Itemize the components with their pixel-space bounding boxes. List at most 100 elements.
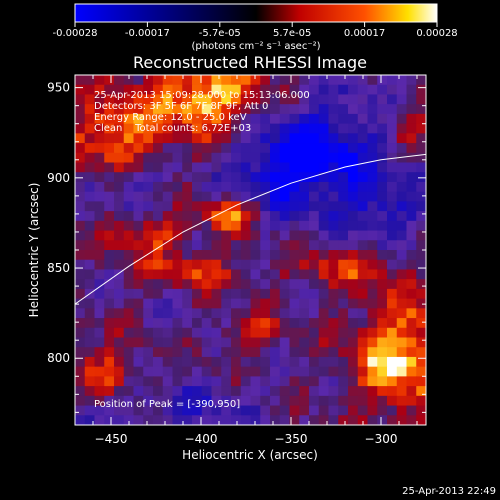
heatmap-cell	[357, 337, 368, 348]
heatmap-cell	[172, 201, 183, 212]
heatmap-cell	[270, 201, 281, 212]
heatmap-cell	[221, 123, 232, 134]
heatmap-cell	[318, 298, 329, 309]
heatmap-cell	[182, 298, 193, 309]
heatmap-cell	[289, 211, 300, 222]
heatmap-cell	[75, 152, 86, 163]
heatmap-cell	[250, 327, 261, 338]
heatmap-cell	[162, 308, 173, 319]
heatmap-cell	[416, 337, 426, 348]
heatmap-cell	[240, 172, 251, 183]
heatmap-cell	[231, 123, 242, 134]
heatmap-cell	[84, 405, 95, 416]
heatmap-cell	[114, 269, 125, 280]
heatmap-cell	[211, 230, 222, 241]
heatmap-cell	[133, 308, 144, 319]
heatmap-cell	[211, 318, 222, 329]
heatmap-cell	[338, 318, 349, 329]
heatmap-cell	[211, 133, 222, 144]
heatmap-cell	[182, 201, 193, 212]
heatmap-cell	[250, 279, 261, 290]
heatmap-cell	[348, 181, 359, 193]
heatmap-cell	[75, 288, 86, 300]
heatmap-cell	[84, 327, 95, 338]
heatmap-cell	[153, 84, 164, 95]
heatmap-cell	[94, 162, 105, 173]
heatmap-cell	[153, 259, 164, 270]
heatmap-cell	[104, 123, 115, 134]
heatmap-cell	[299, 347, 310, 358]
heatmap-cell	[153, 211, 164, 222]
heatmap-cell	[114, 75, 125, 86]
heatmap-cell	[172, 113, 183, 125]
heatmap-cell	[221, 288, 232, 300]
heatmap-cell	[416, 327, 426, 338]
plot-area: −450 −400 −350 −300 800 850 900 950 25-Apr-201…	[47, 74, 427, 446]
heatmap-cell	[172, 337, 183, 348]
heatmap-cell	[309, 181, 320, 193]
heatmap-cell	[299, 240, 310, 251]
heatmap-cell	[75, 279, 86, 290]
heatmap-cell	[231, 395, 242, 406]
heatmap-cell	[211, 94, 222, 105]
heatmap-cell	[114, 113, 125, 125]
heatmap-cell	[377, 269, 388, 280]
heatmap-cell	[396, 337, 407, 348]
heatmap-cell	[250, 356, 261, 368]
heatmap-cell	[416, 250, 426, 261]
heatmap-cell	[75, 211, 86, 222]
heatmap-cell	[162, 152, 173, 163]
heatmap-cell	[318, 250, 329, 261]
heatmap-cell	[153, 395, 164, 406]
heatmap-cell	[377, 211, 388, 222]
heatmap-cell	[153, 143, 164, 154]
heatmap-cell	[348, 259, 359, 270]
heatmap-cell	[250, 181, 261, 193]
x-axis-label: Heliocentric X (arcsec)	[182, 448, 318, 462]
heatmap-cell	[377, 298, 388, 309]
heatmap-cell	[328, 113, 339, 125]
heatmap-cell	[192, 376, 203, 387]
heatmap-cell	[299, 288, 310, 300]
heatmap-cell	[406, 415, 417, 425]
heatmap-cell	[367, 230, 378, 241]
heatmap-cell	[260, 84, 271, 95]
heatmap-cell	[309, 133, 320, 144]
heatmap-cell	[260, 133, 271, 144]
heatmap-cell	[318, 211, 329, 222]
heatmap-cell	[328, 386, 339, 397]
heatmap-cell	[270, 211, 281, 222]
heatmap-cell	[416, 269, 426, 280]
heatmap-cell	[75, 75, 86, 86]
heatmap-cell	[328, 133, 339, 144]
heatmap-cell	[328, 172, 339, 183]
heatmap-cell	[357, 279, 368, 290]
heatmap-cell	[367, 318, 378, 329]
heatmap-cell	[231, 181, 242, 193]
heatmap-cell	[201, 376, 212, 387]
heatmap-cell	[114, 84, 125, 95]
heatmap-cell	[367, 279, 378, 290]
heatmap-cell	[318, 318, 329, 329]
y-tick-label: 800	[47, 351, 70, 365]
heatmap-cell	[406, 172, 417, 183]
heatmap-cell	[348, 143, 359, 154]
heatmap-cell	[104, 75, 115, 86]
heatmap-cell	[367, 240, 378, 251]
heatmap-cell	[211, 366, 222, 377]
heatmap-cell	[328, 220, 339, 231]
heatmap-cell	[75, 123, 86, 134]
heatmap-cell	[299, 395, 310, 406]
heatmap-cell	[133, 104, 144, 115]
heatmap-cell	[123, 308, 134, 319]
heatmap-cell	[75, 113, 86, 125]
heatmap-cell	[201, 240, 212, 251]
heatmap-cell	[289, 201, 300, 212]
heatmap-cell	[192, 220, 203, 231]
heatmap-cell	[114, 191, 125, 202]
heatmap-cell	[299, 94, 310, 105]
heatmap-cell	[123, 75, 134, 86]
heatmap-cell	[328, 191, 339, 202]
heatmap-cell	[299, 162, 310, 173]
heatmap-cell	[182, 143, 193, 154]
